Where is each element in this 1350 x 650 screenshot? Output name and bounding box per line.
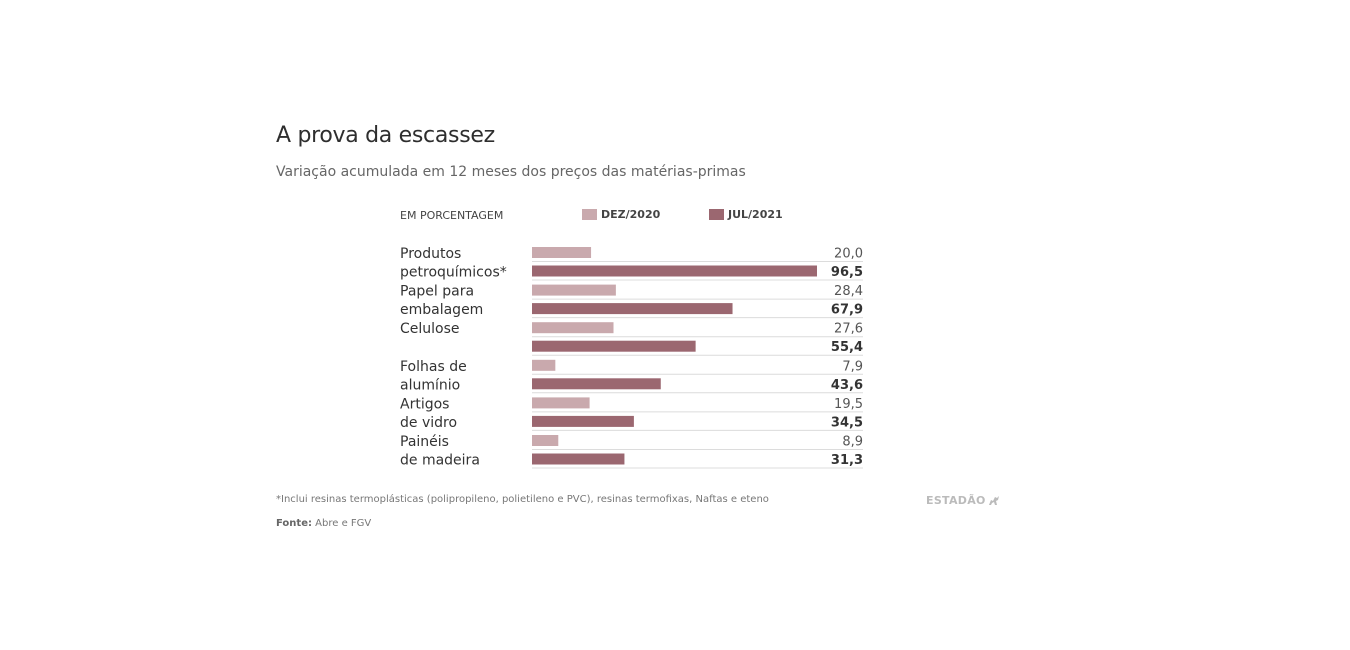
category-label: Produtos xyxy=(400,246,461,262)
value-label: 8,9 xyxy=(842,435,863,450)
value-label: 7,9 xyxy=(842,359,863,374)
category-label: embalagem xyxy=(400,302,483,318)
value-label: 96,5 xyxy=(831,265,863,280)
legend-item-dez2020: DEZ/2020 xyxy=(582,208,660,221)
brand-text: ESTADÃO xyxy=(926,494,986,507)
value-label: 34,5 xyxy=(831,415,863,430)
bar-dez2020-artigos-de-vidro xyxy=(532,397,590,409)
value-label: 28,4 xyxy=(834,284,863,299)
category-label: de madeira xyxy=(400,453,480,469)
category-label: Painéis xyxy=(400,434,449,450)
bar-dez2020-pain-is-de-madeira xyxy=(532,435,559,446)
chart-subtitle: Variação acumulada em 12 meses dos preço… xyxy=(276,164,746,180)
value-label: 31,3 xyxy=(831,453,863,468)
category-label: Artigos xyxy=(400,396,449,412)
legend-item-jul2021: JUL/2021 xyxy=(709,208,783,221)
bar-dez2020-produtos-petroqu-micos xyxy=(532,247,592,258)
value-label: 19,5 xyxy=(834,397,863,412)
category-label: Papel para xyxy=(400,284,474,300)
value-label: 55,4 xyxy=(831,340,863,355)
bar-jul2021-pain-is-de-madeira xyxy=(532,453,625,465)
source-text: Abre e FGV xyxy=(315,518,372,529)
category-label: alumínio xyxy=(400,377,460,393)
chart-title: A prova da escassez xyxy=(276,123,495,148)
bar-jul2021-celulose xyxy=(532,340,696,352)
source-label: Fonte: xyxy=(276,518,312,529)
bar-jul2021-artigos-de-vidro xyxy=(532,415,634,427)
legend-label-dez2020: DEZ/2020 xyxy=(601,208,661,221)
bar-dez2020-papel-para-embalagem xyxy=(532,284,616,296)
legend-swatch-jul2021 xyxy=(709,209,724,220)
value-label: 27,6 xyxy=(834,322,863,337)
source-line: Fonte: Abre e FGV xyxy=(276,518,371,529)
brand-logo: ESTADÃO xyxy=(926,494,1000,507)
horse-icon xyxy=(988,496,999,505)
bar-dez2020-folhas-de-alum-nio xyxy=(532,359,556,371)
footnote: *Inclui resinas termoplásticas (poliprop… xyxy=(276,494,769,505)
category-label: de vidro xyxy=(400,415,457,431)
category-label: Folhas de xyxy=(400,359,467,375)
category-label: Celulose xyxy=(400,321,460,337)
bar-jul2021-folhas-de-alum-nio xyxy=(532,378,661,390)
bar-jul2021-papel-para-embalagem xyxy=(532,303,733,315)
bar-dez2020-celulose xyxy=(532,322,614,334)
value-label: 20,0 xyxy=(834,247,863,262)
legend-label-jul2021: JUL/2021 xyxy=(728,208,783,221)
legend-swatch-dez2020 xyxy=(582,209,597,220)
value-label: 43,6 xyxy=(831,378,863,393)
bar-jul2021-produtos-petroqu-micos xyxy=(532,265,817,277)
value-label: 67,9 xyxy=(831,303,863,318)
category-label: petroquímicos* xyxy=(400,265,507,281)
unit-label: EM PORCENTAGEM xyxy=(400,209,504,222)
